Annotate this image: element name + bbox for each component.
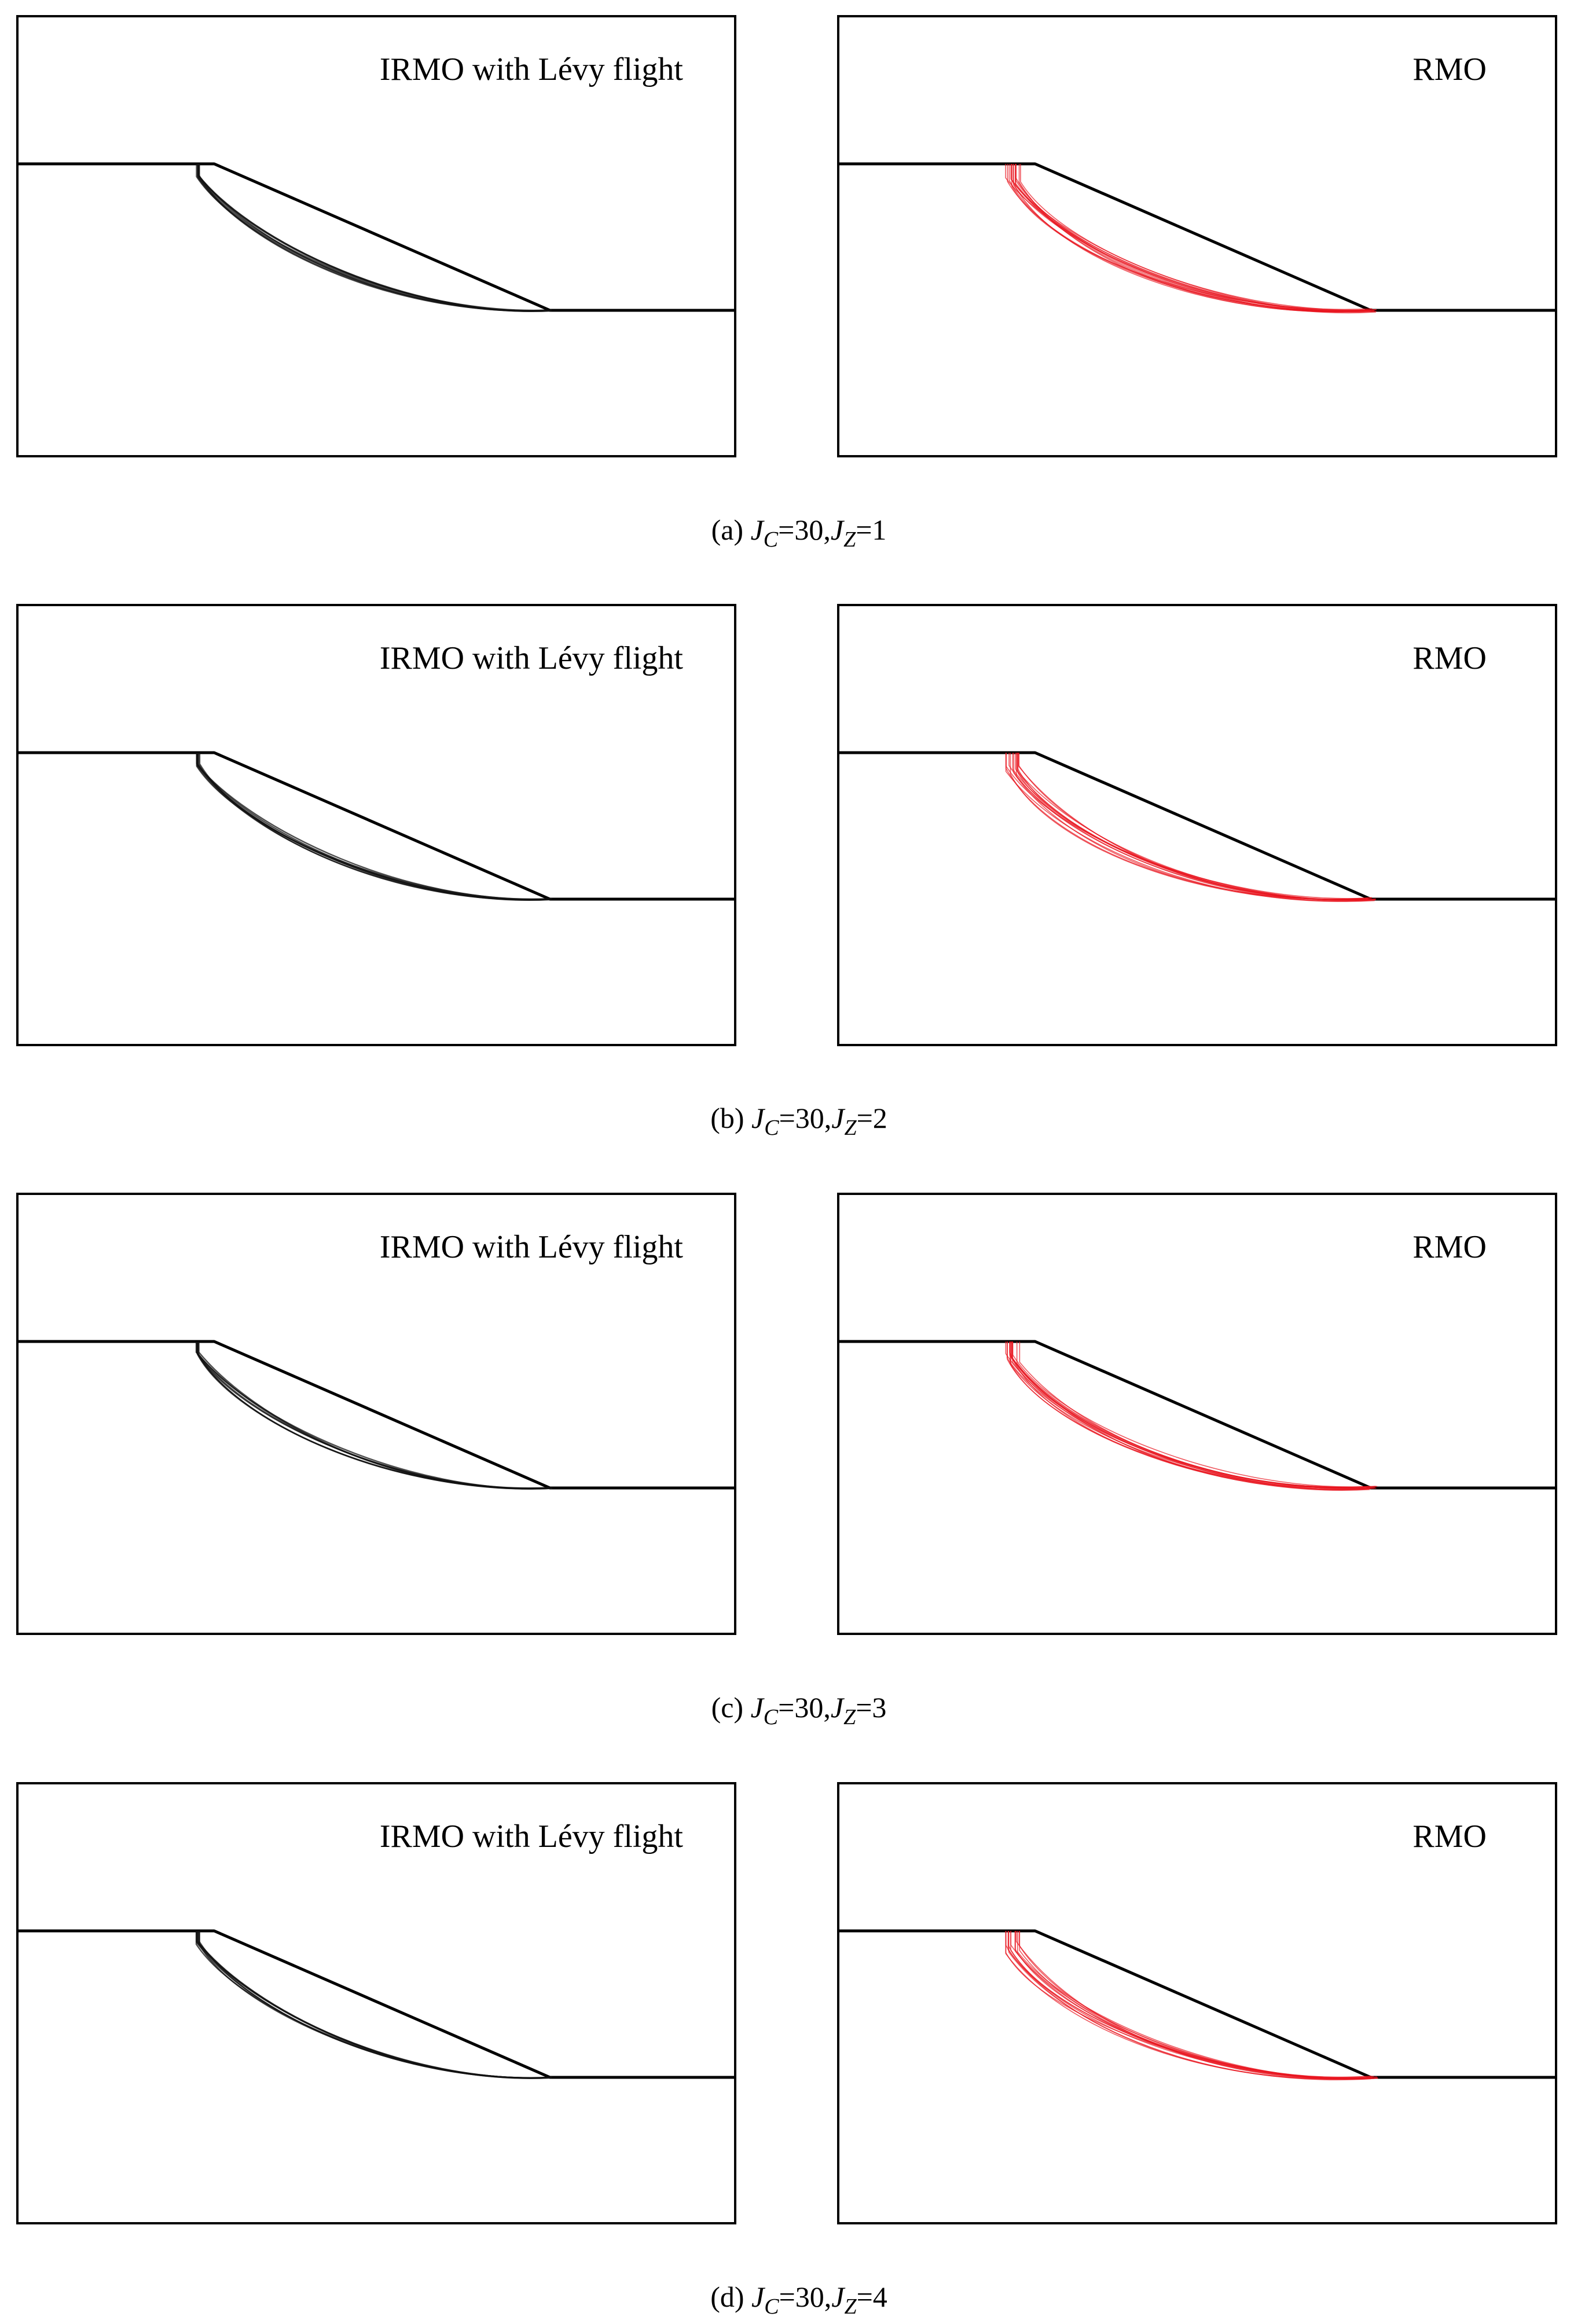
rmo-slip-surface xyxy=(1007,164,1370,313)
panel-frame xyxy=(16,604,736,1046)
case-caption: (a) JC=30,JZ=1 xyxy=(711,514,887,552)
panel-label-irmo: IRMO with Lévy flight xyxy=(380,52,684,87)
panel-label-rmo: RMO xyxy=(1412,52,1487,87)
slope-profile xyxy=(17,1929,735,2079)
rmo-slip-surface xyxy=(1008,753,1375,902)
irmo-slip-surface xyxy=(199,1931,552,2079)
rmo-slip-surface xyxy=(1005,1931,1369,2080)
rmo-slip-surface xyxy=(1011,1341,1377,1490)
panel-frame xyxy=(837,1193,1557,1635)
slope-profile xyxy=(17,751,735,901)
rmo-slip-surface xyxy=(1015,164,1377,313)
rmo-slip-surface xyxy=(1009,1341,1370,1491)
irmo-slip-surface xyxy=(198,1341,549,1490)
rmo-slip-surface xyxy=(1020,164,1377,311)
case-caption: (d) JC=30,JZ=4 xyxy=(710,2281,887,2319)
panel-frame xyxy=(837,1782,1557,2224)
irmo-slip-surface xyxy=(196,164,551,312)
panel-label-irmo: IRMO with Lévy flight xyxy=(380,1819,684,1854)
rmo-slip-surface xyxy=(1010,164,1371,311)
slope-profile xyxy=(17,162,735,312)
panel-rmo: RMO xyxy=(837,1782,1557,2224)
irmo-slip-surface xyxy=(197,753,551,901)
panel-frame xyxy=(16,1782,736,2224)
case-caption: (c) JC=30,JZ=3 xyxy=(711,1691,887,1729)
panel-label-rmo: RMO xyxy=(1412,1819,1487,1854)
panel-label-rmo: RMO xyxy=(1412,1229,1487,1265)
panel-label-rmo: RMO xyxy=(1412,640,1487,676)
slope-profile xyxy=(838,1340,1556,1490)
slope-profile xyxy=(17,1340,735,1490)
slope-profile xyxy=(838,162,1556,312)
rmo-slip-surface xyxy=(1010,1931,1378,2079)
panel-rmo: RMO xyxy=(837,1193,1557,1635)
panel-rmo: RMO xyxy=(837,15,1557,457)
irmo-slip-surface xyxy=(196,1341,549,1490)
rmo-slip-surface xyxy=(1012,1341,1376,1487)
panel-irmo: IRMO with Lévy flight xyxy=(16,1782,736,2224)
panel-frame xyxy=(16,1193,736,1635)
panel-rmo: RMO xyxy=(837,604,1557,1046)
panel-irmo: IRMO with Lévy flight xyxy=(16,15,736,457)
panel-irmo: IRMO with Lévy flight xyxy=(16,1193,736,1635)
panel-label-irmo: IRMO with Lévy flight xyxy=(380,1229,684,1265)
panel-irmo: IRMO with Lévy flight xyxy=(16,604,736,1046)
irmo-slip-surface xyxy=(196,753,552,900)
slope-profile xyxy=(838,751,1556,901)
panel-frame xyxy=(837,604,1557,1046)
rmo-slip-surface xyxy=(1009,1341,1370,1490)
panel-label-irmo: IRMO with Lévy flight xyxy=(380,640,684,676)
slope-profile xyxy=(838,1929,1556,2079)
panel-frame xyxy=(16,15,736,457)
case-caption: (b) JC=30,JZ=2 xyxy=(710,1102,887,1140)
panel-frame xyxy=(837,15,1557,457)
rmo-slip-surface xyxy=(1015,753,1375,901)
